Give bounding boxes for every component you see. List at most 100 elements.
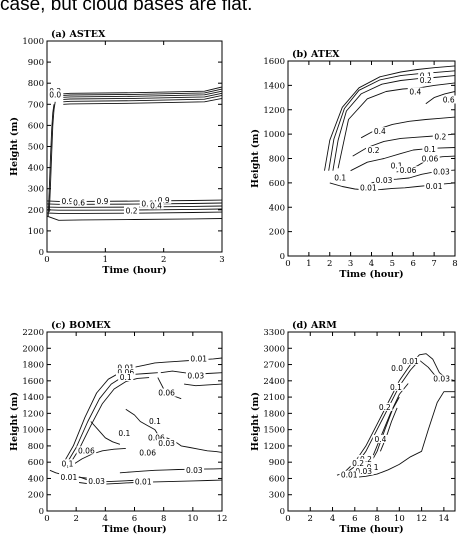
contour-line — [90, 421, 121, 445]
contour-line — [67, 377, 150, 469]
x-tick-label: 1 — [306, 259, 311, 269]
contour-label: 0.1 — [120, 373, 132, 382]
contour-label: 0.03 — [158, 439, 175, 448]
y-tick-label: 100 — [28, 227, 44, 237]
y-tick-label: 700 — [28, 100, 44, 110]
contour-label-bg — [407, 87, 423, 96]
y-tick-label: 300 — [269, 491, 285, 501]
x-tick-label: 2 — [161, 255, 166, 265]
y-tick-label: 300 — [28, 185, 44, 195]
contour-label: 0.06 — [422, 155, 439, 164]
y-axis-label: Height (m) — [250, 392, 261, 451]
contour-label: 0.2 — [368, 146, 380, 155]
contour-label-bg — [388, 161, 405, 170]
contour-label: 0.06 — [78, 446, 95, 455]
contour-line — [425, 91, 455, 105]
contour-label-bg — [388, 382, 404, 391]
contour-label-bg — [147, 417, 163, 425]
contour-label-bg — [59, 196, 76, 205]
x-tick-label: 8 — [374, 514, 379, 524]
y-tick-label: 800 — [28, 442, 44, 452]
x-tick-label: 14 — [438, 514, 449, 524]
contour-label-bg — [188, 354, 209, 363]
y-tick-label: 200 — [269, 228, 285, 238]
x-tick-label: 4 — [330, 514, 335, 524]
x-tick-label: 3 — [219, 255, 224, 265]
contour-label-bg — [94, 196, 111, 205]
contour-label: 0.01 — [402, 357, 419, 366]
y-tick-label: 1000 — [263, 130, 285, 140]
y-tick-label: 0 — [39, 248, 44, 258]
y-tick-label: 400 — [269, 203, 285, 213]
contour-label: 0.1 — [149, 417, 161, 426]
y-tick-label: 1200 — [263, 106, 285, 116]
contour-label-bg — [71, 198, 87, 207]
y-axis-label: Height (m) — [250, 129, 261, 188]
contour-label-bg — [137, 448, 158, 457]
contour-label-bg — [116, 429, 132, 438]
contour-line — [379, 407, 398, 452]
x-tick-label: 6 — [411, 259, 416, 269]
contour-label-bg — [184, 465, 205, 474]
x-tick-label: 8 — [161, 514, 166, 524]
x-tick-label: 1 — [103, 255, 108, 265]
plot-frame — [287, 331, 456, 512]
contour-label: 0.0 — [391, 364, 403, 373]
contour-label: 0.0 — [49, 90, 61, 99]
x-tick-label: 5 — [390, 259, 395, 269]
x-tick-label: 4 — [103, 514, 108, 524]
contour-label: 0.4 — [409, 88, 421, 97]
contour-line — [63, 88, 222, 96]
panel-title: (c) BOMEX — [51, 320, 111, 331]
x-tick-label: 10 — [187, 514, 198, 524]
contour-label-bg — [358, 183, 379, 192]
contour-line — [184, 383, 222, 387]
panel-title: (d) ARM — [292, 320, 337, 331]
contour-label: 0.6 — [73, 199, 85, 208]
contour-label-bg — [156, 438, 177, 447]
contour-label-bg — [374, 175, 394, 184]
contour-label-bg — [372, 434, 389, 443]
y-tick-label: 1400 — [263, 81, 285, 91]
contour-label-bg — [431, 374, 452, 383]
y-tick-label: 2100 — [263, 393, 285, 403]
y-tick-label: 3000 — [263, 344, 285, 354]
x-tick-label: 6 — [352, 514, 357, 524]
y-tick-label: 3300 — [263, 328, 285, 338]
contour-label-bg — [441, 95, 457, 104]
contour-label: 0.2 — [126, 206, 138, 215]
contour-line — [47, 205, 222, 208]
contour-label: 0.06 — [158, 389, 175, 398]
x-tick-label: 0 — [285, 259, 290, 269]
contour-label: 0.1 — [118, 429, 130, 438]
contour-label: 0.1 — [424, 145, 436, 154]
y-axis-label: Height (m) — [9, 392, 20, 451]
x-tick-label: 10 — [394, 514, 405, 524]
y-tick-label: 1200 — [263, 442, 285, 452]
contour-line — [367, 396, 400, 468]
contour-label: 0.1 — [334, 174, 346, 183]
panel-title: (a) ASTEX — [51, 29, 106, 40]
contour-line — [71, 447, 126, 466]
y-tick-label: 600 — [28, 121, 44, 131]
caption-fragment: case, but cloud bases are flat. — [0, 0, 253, 15]
y-tick-label: 800 — [28, 79, 44, 89]
contour-label: 0.2 — [420, 76, 432, 85]
y-tick-label: 800 — [269, 155, 285, 165]
y-tick-label: 1800 — [263, 409, 285, 419]
y-tick-label: 2200 — [22, 328, 44, 338]
contour-line — [125, 408, 162, 440]
y-tick-label: 900 — [269, 458, 285, 468]
contour-label-bg — [431, 167, 452, 176]
contour-line — [337, 82, 455, 169]
y-tick-label: 200 — [28, 491, 44, 501]
contour-label-bg — [118, 373, 134, 382]
contour-label-bg — [139, 199, 155, 208]
contour-label: 0.03 — [376, 176, 393, 185]
contour-line — [47, 215, 222, 221]
x-tick-label: 12 — [416, 514, 427, 524]
y-tick-label: 600 — [28, 458, 44, 468]
contour-label: 0.06 — [400, 166, 417, 175]
contour-label: 0.1 — [61, 459, 73, 468]
contour-label-bg — [358, 454, 374, 463]
